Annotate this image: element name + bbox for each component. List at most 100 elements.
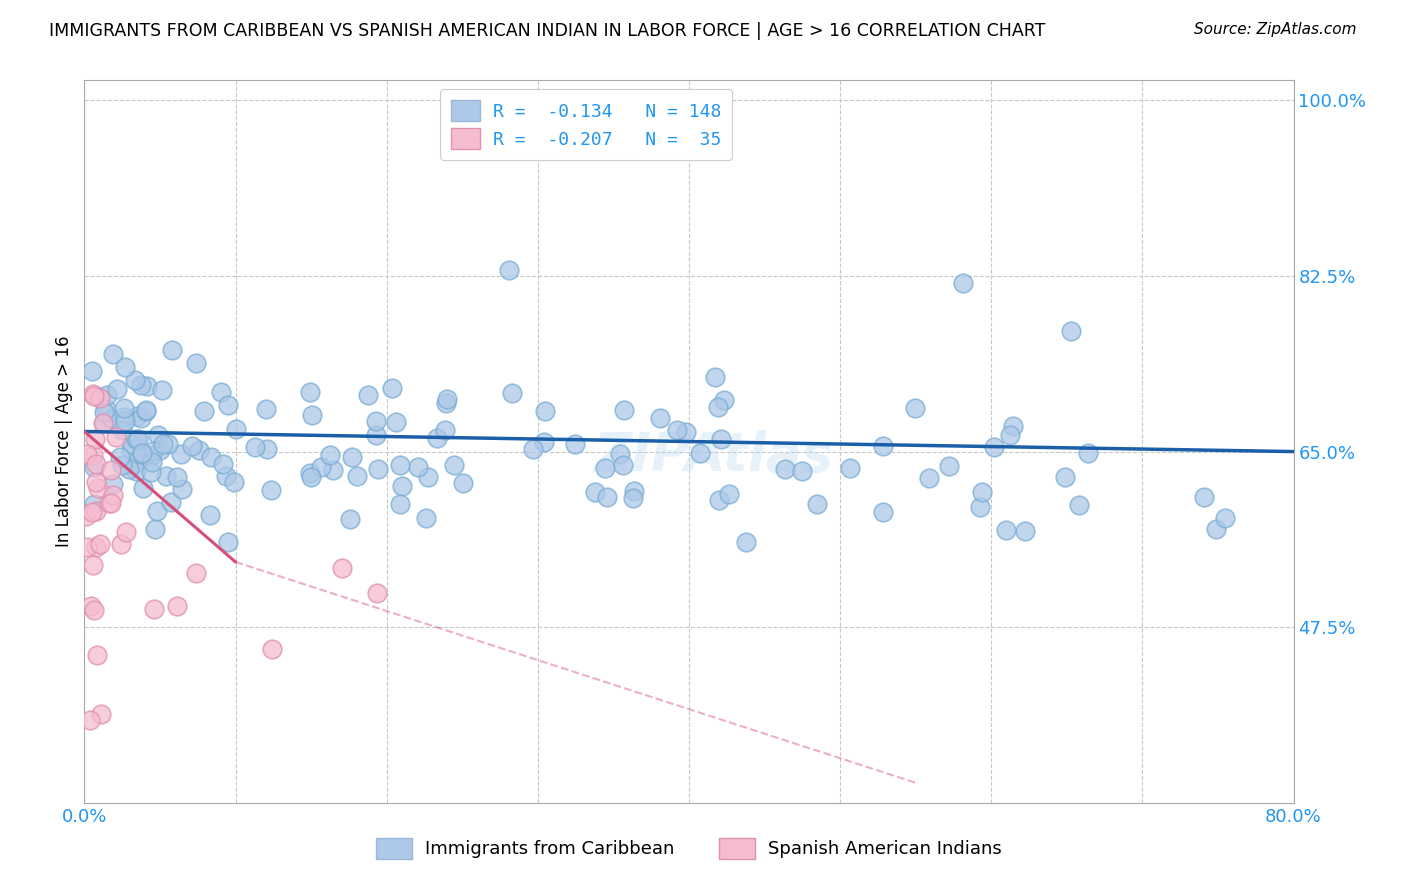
Point xyxy=(146,427,169,442)
Point xyxy=(82,448,104,462)
Point xyxy=(90,707,112,722)
Point xyxy=(93,416,115,430)
Point xyxy=(186,566,208,581)
Point xyxy=(367,462,389,476)
Point xyxy=(132,448,155,462)
Point xyxy=(969,500,991,515)
Point xyxy=(298,384,321,399)
Point xyxy=(212,457,235,471)
Point xyxy=(89,390,111,404)
Point xyxy=(125,432,148,446)
Point xyxy=(143,522,166,536)
Point xyxy=(215,469,238,483)
Point xyxy=(339,511,361,525)
Point xyxy=(193,404,215,418)
Point xyxy=(187,443,209,458)
Point xyxy=(262,641,284,656)
Point xyxy=(209,385,232,400)
Point xyxy=(111,423,134,437)
Point xyxy=(839,461,862,475)
Point xyxy=(872,439,894,453)
Point xyxy=(160,343,183,358)
Point xyxy=(114,360,136,375)
Point xyxy=(364,414,387,428)
Point xyxy=(86,648,108,663)
Point xyxy=(621,491,644,505)
Point xyxy=(717,486,740,500)
Point xyxy=(806,497,828,511)
Point xyxy=(381,381,404,395)
Point xyxy=(139,466,162,480)
Point xyxy=(135,402,157,417)
Point xyxy=(83,389,105,403)
Point xyxy=(118,462,141,476)
Point xyxy=(142,444,165,458)
Point xyxy=(256,442,278,456)
Point xyxy=(612,458,634,472)
Point xyxy=(84,432,107,446)
Point xyxy=(709,492,731,507)
Point xyxy=(120,442,142,456)
Point xyxy=(872,505,894,519)
Point xyxy=(1069,498,1091,512)
Point xyxy=(522,442,544,456)
Point xyxy=(260,483,283,497)
Point xyxy=(1213,511,1236,525)
Point xyxy=(309,460,332,475)
Point xyxy=(89,537,111,551)
Y-axis label: In Labor Force | Age > 16: In Labor Force | Age > 16 xyxy=(55,335,73,548)
Point xyxy=(93,416,115,430)
Point xyxy=(83,602,105,616)
Point xyxy=(346,468,368,483)
Point xyxy=(114,414,136,428)
Point xyxy=(613,403,636,417)
Point xyxy=(84,475,107,490)
Point xyxy=(583,485,606,500)
Point xyxy=(84,457,107,471)
Point xyxy=(84,504,107,518)
Point xyxy=(156,437,179,451)
Point xyxy=(415,510,437,524)
Point xyxy=(406,460,429,475)
Text: ZIPAtlas: ZIPAtlas xyxy=(593,430,834,482)
Point xyxy=(995,523,1018,537)
Point xyxy=(713,393,735,408)
Point xyxy=(125,409,148,423)
Point xyxy=(1014,524,1036,538)
Point xyxy=(101,347,124,361)
Point xyxy=(135,404,157,418)
Point xyxy=(105,430,128,444)
Point xyxy=(710,432,733,446)
Point xyxy=(972,485,994,500)
Point xyxy=(93,404,115,418)
Point xyxy=(773,462,796,476)
Point xyxy=(146,504,169,518)
Point xyxy=(129,378,152,392)
Point xyxy=(101,412,124,426)
Point xyxy=(703,369,725,384)
Point xyxy=(89,392,111,406)
Point xyxy=(169,447,191,461)
Point xyxy=(225,422,247,436)
Point xyxy=(127,432,149,446)
Point xyxy=(418,470,440,484)
Point xyxy=(388,497,411,511)
Point xyxy=(75,509,97,524)
Point xyxy=(564,437,586,451)
Point xyxy=(124,464,146,478)
Point xyxy=(152,436,174,450)
Point xyxy=(160,495,183,509)
Point xyxy=(1053,470,1076,484)
Point xyxy=(453,476,475,491)
Point xyxy=(391,479,413,493)
Point xyxy=(388,458,411,472)
Point xyxy=(735,534,758,549)
Point xyxy=(83,497,105,511)
Point xyxy=(623,483,645,498)
Point xyxy=(319,448,342,462)
Point xyxy=(110,537,132,551)
Point xyxy=(364,428,387,442)
Point xyxy=(141,454,163,468)
Point xyxy=(357,388,380,402)
Point xyxy=(298,467,321,481)
